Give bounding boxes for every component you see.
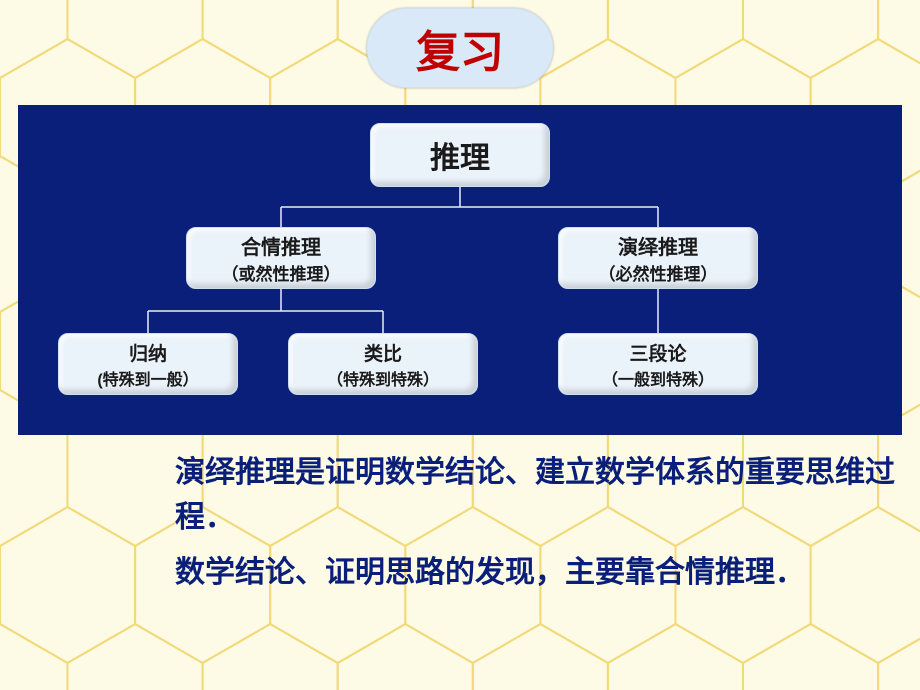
node-leibi: 类比（特殊到特殊）: [288, 333, 478, 395]
node-guina-label1: 归纳: [129, 339, 167, 366]
title-pill: 复习: [367, 8, 554, 88]
node-yanyi-label1: 演绎推理: [618, 231, 698, 260]
node-sanduan: 三段论（一般到特殊）: [558, 333, 758, 395]
node-root: 推理: [370, 123, 550, 187]
node-heqing-label2: （或然性推理）: [222, 260, 341, 285]
node-heqing: 合情推理（或然性推理）: [186, 227, 376, 289]
body-paragraph-1: 演绎推理是证明数学结论、建立数学体系的重要思维过程．: [175, 450, 895, 540]
node-sanduan-label1: 三段论: [629, 339, 686, 366]
body-paragraph-2: 数学结论、证明思路的发现，主要靠合情推理．: [175, 550, 895, 595]
node-heqing-label1: 合情推理: [241, 231, 321, 260]
body-text: 演绎推理是证明数学结论、建立数学体系的重要思维过程． 数学结论、证明思路的发现，主…: [175, 450, 895, 605]
node-sanduan-label2: （一般到特殊）: [602, 366, 714, 390]
node-root-label: 推理: [430, 133, 490, 177]
title-text: 复习: [416, 16, 504, 80]
diagram-panel: 推理合情推理（或然性推理） 演绎推理（必然性推理） 归纳(特殊到一般） 类比（特殊到特…: [18, 105, 902, 435]
node-leibi-label1: 类比: [364, 339, 402, 366]
node-guina: 归纳(特殊到一般）: [58, 333, 238, 395]
node-yanyi-label2: （必然性推理）: [599, 260, 718, 285]
node-leibi-label2: （特殊到特殊）: [327, 366, 439, 390]
node-guina-label2: (特殊到一般）: [97, 366, 198, 390]
node-yanyi: 演绎推理（必然性推理）: [558, 227, 758, 289]
page: 复习 推理合情推理（或然性推理） 演绎推理（必然性推理） 归纳(特殊到一般） 类比（特…: [0, 0, 920, 690]
